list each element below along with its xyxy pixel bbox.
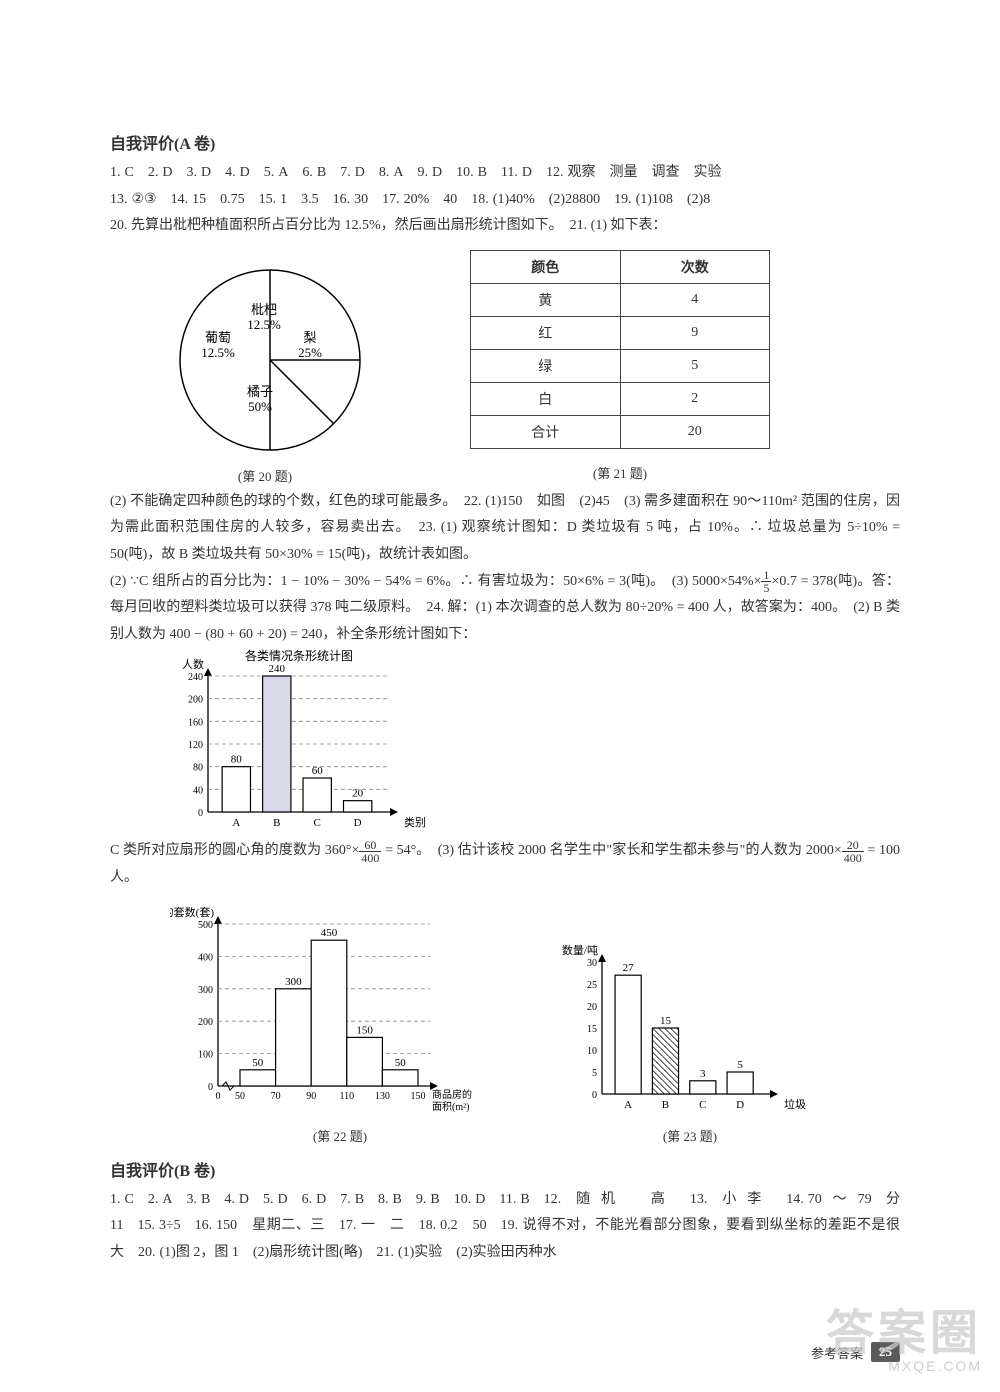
svg-text:27: 27 [623, 962, 635, 974]
svg-text:200: 200 [188, 695, 203, 706]
page-container: 自我评价(A 卷) 1.C2.D3.D4.D5.A6.B7.D8.A9.D10.… [0, 0, 1000, 1392]
svg-text:40: 40 [193, 786, 203, 797]
para2: (2) ∵C 组所占的百分比为：1 − 10% − 30% − 54% = 6%… [110, 569, 900, 649]
svg-text:300: 300 [285, 975, 302, 987]
svg-text:类别: 类别 [404, 815, 426, 829]
svg-text:150: 150 [411, 1091, 426, 1102]
bar22-caption: (第 22 题) [313, 1126, 367, 1145]
svg-text:50%: 50% [248, 399, 272, 414]
svg-text:130: 130 [375, 1091, 390, 1102]
svg-text:葡萄: 葡萄 [205, 330, 231, 345]
svg-text:卖房的套数(套): 卖房的套数(套) [170, 905, 214, 919]
svg-text:数量/吨: 数量/吨 [562, 944, 598, 957]
svg-text:A: A [232, 817, 240, 829]
footer-label: 参考答案 [811, 1343, 863, 1362]
svg-text:110: 110 [339, 1091, 354, 1102]
svg-text:D: D [736, 1099, 744, 1111]
svg-text:60: 60 [312, 765, 324, 777]
section-a-title: 自我评价(A 卷) [110, 130, 900, 154]
table-21: 颜色次数黄4红9绿5白2合计20 [470, 250, 770, 449]
svg-text:0: 0 [208, 1082, 213, 1093]
svg-text:70: 70 [271, 1091, 281, 1102]
svg-text:300: 300 [198, 984, 213, 995]
svg-text:梨: 梨 [303, 330, 316, 345]
frac-60-400: 60400 [359, 839, 381, 864]
svg-text:D: D [354, 817, 362, 829]
svg-text:30: 30 [587, 958, 597, 969]
svg-text:各类情况条形统计图: 各类情况条形统计图 [245, 648, 353, 663]
svg-text:垃圾: 垃圾 [784, 1097, 806, 1111]
svg-text:5: 5 [592, 1068, 597, 1079]
svg-text:人数: 人数 [182, 658, 204, 671]
svg-text:450: 450 [321, 927, 338, 939]
pie-chart: 梨25%枇杷12.5%葡萄12.5%橘子50% [140, 250, 390, 460]
svg-text:商品房的: 商品房的 [432, 1088, 472, 1101]
svg-text:400: 400 [198, 952, 213, 963]
svg-text:120: 120 [188, 740, 203, 751]
svg-text:15: 15 [587, 1024, 597, 1035]
svg-text:12.5%: 12.5% [247, 317, 281, 332]
table-21-caption: (第 21 题) [593, 463, 647, 482]
svg-text:50: 50 [395, 1056, 407, 1068]
svg-text:240: 240 [269, 663, 286, 675]
svg-text:50: 50 [235, 1091, 245, 1102]
svg-text:200: 200 [198, 1017, 213, 1028]
svg-text:500: 500 [198, 920, 213, 931]
svg-text:0: 0 [216, 1091, 221, 1102]
svg-text:0: 0 [198, 808, 203, 819]
bar23-caption: (第 23 题) [663, 1126, 717, 1145]
svg-text:A: A [624, 1099, 632, 1111]
svg-text:25: 25 [587, 980, 597, 991]
svg-text:12.5%: 12.5% [201, 345, 235, 360]
table-21-block: 颜色次数黄4红9绿5白2合计20 (第 21 题) [470, 250, 770, 482]
svg-text:80: 80 [193, 763, 203, 774]
row-bar22-bar23: 卖房的套数(套)01002003004005000507090110130150… [170, 900, 900, 1145]
svg-text:C: C [314, 817, 321, 829]
para3b: = 54°。 (3) 估计该校 2000 名学生中"家长和学生都未参与"的人数为… [381, 843, 841, 858]
svg-text:10: 10 [587, 1046, 597, 1057]
section-b-answers: 1.C2.A3.B4.D5.D6.D7.B8.B9.B10.D11.B12.随机… [110, 1187, 900, 1267]
bar23-block: 数量/吨 0 5 10 15 20 25 30 27 A 15 B 3 C 5 D 垃圾 (第 23 题) [560, 900, 820, 1145]
section-b-title: 自我评价(B 卷) [110, 1157, 900, 1181]
svg-text:橘子: 橘子 [247, 384, 273, 399]
svg-text:3: 3 [700, 1067, 706, 1079]
para3a: C 类所对应扇形的圆心角的度数为 360°× [110, 843, 359, 858]
para2a: (2) ∵C 组所占的百分比为：1 − 10% − 30% − 54% = 6%… [110, 574, 761, 589]
svg-text:25%: 25% [298, 345, 322, 360]
svg-text:50: 50 [252, 1056, 263, 1068]
pie-caption: (第 20 题) [238, 466, 292, 485]
para3: C 类所对应扇形的圆心角的度数为 360°×60400 = 54°。 (3) 估… [110, 838, 900, 891]
svg-text:20: 20 [587, 1002, 597, 1013]
svg-text:20: 20 [352, 788, 364, 800]
page-number: 25 [871, 1342, 900, 1362]
bar24-block: 各类情况条形统计图人数 0 40 80 120 160 200 240 80 A 240 B 60 C 20… [160, 648, 900, 838]
bar-chart-22: 卖房的套数(套) 0 100 200 300 400 500 0 50 70 90 110 130 150… [170, 900, 510, 1120]
svg-text:80: 80 [231, 754, 243, 766]
pie-chart-block: 梨25%枇杷12.5%葡萄12.5%橘子50% (第 20 题) [140, 250, 390, 485]
bar22-block: 卖房的套数(套) 0 100 200 300 400 500 0 50 70 90 110 130 150… [170, 900, 510, 1145]
svg-text:面积(m²): 面积(m²) [432, 1101, 469, 1113]
svg-text:100: 100 [198, 1049, 213, 1060]
svg-text:B: B [662, 1099, 669, 1111]
section-a-answers-2: 13.②③14.15 0.7515.1 3.516.3017.20% 4018.… [110, 187, 900, 214]
section-a-answers-1: 1.C2.D3.D4.D5.A6.B7.D8.A9.D10.B11.D12.观察… [110, 160, 900, 187]
svg-text:160: 160 [188, 718, 203, 729]
section-a-line3: 20. 先算出枇杷种植面积所占百分比为 12.5%，然后画出扇形统计图如下。 2… [110, 213, 900, 240]
para1: (2) 不能确定四种颜色的球的个数，红色的球可能最多。 22. (1)150 如… [110, 489, 900, 569]
svg-text:5: 5 [737, 1059, 743, 1071]
svg-text:15: 15 [660, 1015, 672, 1027]
frac-20-400: 20400 [842, 839, 864, 864]
svg-text:0: 0 [592, 1090, 597, 1101]
row-pie-table: 梨25%枇杷12.5%葡萄12.5%橘子50% (第 20 题) 颜色次数黄4红… [140, 250, 900, 485]
svg-text:枇杷: 枇杷 [251, 302, 277, 317]
bar-chart-23: 数量/吨 0 5 10 15 20 25 30 27 A 15 B 3 C 5 D 垃圾 [560, 940, 820, 1120]
svg-text:90: 90 [306, 1091, 316, 1102]
svg-text:240: 240 [188, 672, 203, 683]
svg-text:C: C [699, 1099, 706, 1111]
frac-1-5: 15 [761, 569, 771, 594]
svg-text:150: 150 [356, 1024, 373, 1036]
svg-text:B: B [273, 817, 280, 829]
page-footer: 参考答案 25 [811, 1342, 900, 1362]
bar-chart-24: 各类情况条形统计图人数 0 40 80 120 160 200 240 80 A 240 B 60 C 20… [160, 648, 440, 838]
